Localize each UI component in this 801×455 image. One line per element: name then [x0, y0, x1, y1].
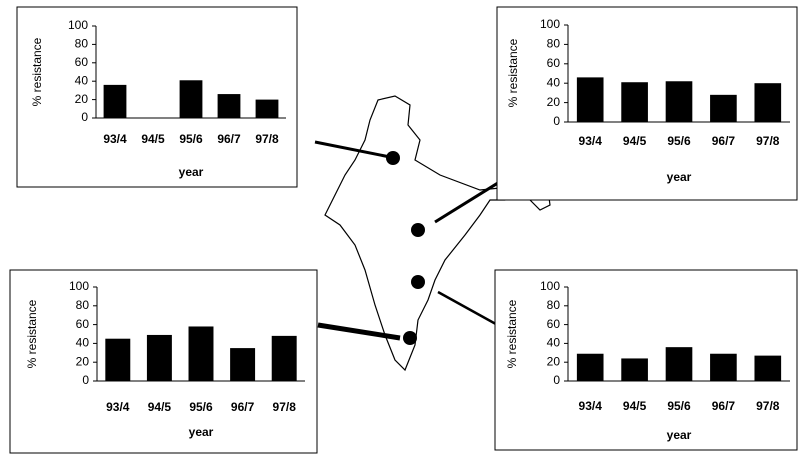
y-tick-label: 100: [68, 18, 88, 32]
y-tick-label: 40: [547, 75, 561, 89]
x-tick-label: 96/7: [712, 134, 736, 148]
connector: [314, 140, 391, 159]
x-tick-label: 95/6: [667, 399, 691, 413]
bar: [754, 355, 782, 381]
y-tick-label: 40: [75, 73, 89, 87]
x-axis-label: year: [667, 428, 692, 442]
bar: [621, 82, 648, 122]
y-tick-label: 20: [547, 95, 561, 109]
x-tick-label: 97/8: [273, 400, 297, 414]
x-tick-label: 96/7: [231, 400, 255, 414]
y-tick-label: 0: [553, 114, 560, 128]
y-tick-label: 60: [75, 55, 89, 69]
bar: [576, 77, 604, 122]
bar: [105, 338, 131, 381]
x-tick-label: 94/5: [623, 134, 647, 148]
bar: [217, 94, 241, 118]
x-axis-label: year: [667, 170, 692, 184]
bar: [576, 353, 604, 381]
x-tick-label: 97/8: [255, 132, 279, 146]
y-tick-label: 100: [540, 279, 560, 293]
x-axis-label: year: [189, 425, 214, 439]
y-tick-label: 40: [547, 336, 561, 350]
y-tick-label: 60: [547, 56, 561, 70]
x-tick-label: 93/4: [106, 400, 130, 414]
site-dot: [411, 223, 425, 237]
x-tick-label: 93/4: [579, 399, 603, 413]
bar: [665, 347, 693, 381]
y-tick-label: 40: [76, 336, 90, 350]
x-axis-label: year: [179, 165, 204, 179]
bar: [621, 358, 648, 381]
bar: [188, 326, 214, 381]
bar: [271, 335, 297, 381]
x-tick-label: 97/8: [756, 399, 780, 413]
bar: [710, 94, 737, 122]
bar: [665, 81, 693, 122]
bar: [179, 80, 203, 118]
site-dot: [386, 151, 400, 165]
y-tick-label: 80: [75, 37, 89, 51]
site-dot: [403, 331, 417, 345]
y-tick-label: 100: [540, 17, 560, 31]
y-axis-label: % resistance: [506, 38, 520, 107]
bar: [754, 83, 782, 122]
x-tick-label: 94/5: [623, 399, 647, 413]
x-tick-label: 93/4: [103, 132, 127, 146]
chart-frame: [16, 6, 298, 188]
y-tick-label: 0: [81, 110, 88, 124]
y-tick-label: 60: [76, 317, 90, 331]
y-tick-label: 0: [553, 373, 560, 387]
bar: [710, 353, 737, 381]
x-tick-label: 94/5: [148, 400, 172, 414]
y-tick-label: 20: [547, 354, 561, 368]
bar: [103, 84, 127, 118]
map-outline: [324, 95, 551, 372]
y-tick-label: 80: [547, 298, 561, 312]
y-tick-label: 0: [82, 373, 89, 387]
y-axis-label: % resistance: [505, 299, 519, 368]
x-tick-label: 94/5: [141, 132, 165, 146]
bar: [255, 99, 279, 118]
site-dot: [411, 275, 425, 289]
bar: [230, 348, 256, 381]
y-axis-label: % resistance: [25, 299, 39, 368]
y-tick-label: 80: [547, 37, 561, 51]
x-tick-label: 95/6: [667, 134, 691, 148]
bar: [146, 334, 172, 381]
y-tick-label: 100: [69, 279, 89, 293]
x-tick-label: 95/6: [189, 400, 213, 414]
y-tick-label: 20: [75, 92, 89, 106]
x-tick-label: 93/4: [579, 134, 603, 148]
y-axis-label: % resistance: [30, 37, 44, 106]
x-tick-label: 96/7: [217, 132, 241, 146]
y-tick-label: 80: [76, 298, 90, 312]
x-tick-label: 96/7: [712, 399, 736, 413]
x-tick-label: 97/8: [756, 134, 780, 148]
y-tick-label: 20: [76, 354, 90, 368]
connector: [317, 322, 401, 341]
y-tick-label: 60: [547, 317, 561, 331]
x-tick-label: 95/6: [179, 132, 203, 146]
